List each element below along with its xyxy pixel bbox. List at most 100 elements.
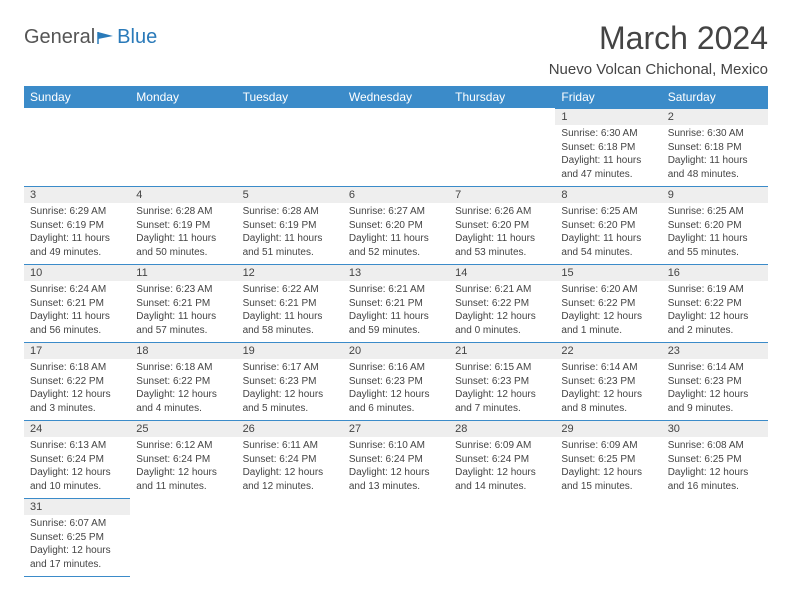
daylight-text: Daylight: 12 hours and 8 minutes. — [561, 388, 655, 415]
daylight-text: Daylight: 11 hours and 50 minutes. — [136, 232, 230, 259]
day-content: Sunrise: 6:20 AMSunset: 6:22 PMDaylight:… — [555, 281, 661, 341]
day-content: Sunrise: 6:11 AMSunset: 6:24 PMDaylight:… — [237, 437, 343, 497]
sunset-text: Sunset: 6:23 PM — [243, 375, 337, 389]
day-number: 27 — [343, 420, 449, 437]
calendar-day-cell: 7Sunrise: 6:26 AMSunset: 6:20 PMDaylight… — [449, 186, 555, 264]
sunrise-text: Sunrise: 6:21 AM — [349, 283, 443, 297]
day-content: Sunrise: 6:07 AMSunset: 6:25 PMDaylight:… — [24, 515, 130, 575]
daylight-text: Daylight: 11 hours and 49 minutes. — [30, 232, 124, 259]
day-content: Sunrise: 6:13 AMSunset: 6:24 PMDaylight:… — [24, 437, 130, 497]
day-number — [24, 108, 130, 112]
sunset-text: Sunset: 6:22 PM — [668, 297, 762, 311]
daylight-text: Daylight: 12 hours and 6 minutes. — [349, 388, 443, 415]
calendar-day-cell: 14Sunrise: 6:21 AMSunset: 6:22 PMDayligh… — [449, 264, 555, 342]
sunrise-text: Sunrise: 6:17 AM — [243, 361, 337, 375]
day-number: 1 — [555, 108, 661, 125]
sunset-text: Sunset: 6:22 PM — [136, 375, 230, 389]
logo-text-blue: Blue — [117, 26, 157, 49]
day-content: Sunrise: 6:25 AMSunset: 6:20 PMDaylight:… — [555, 203, 661, 263]
day-content: Sunrise: 6:30 AMSunset: 6:18 PMDaylight:… — [555, 125, 661, 185]
day-content: Sunrise: 6:29 AMSunset: 6:19 PMDaylight:… — [24, 203, 130, 263]
calendar-day-cell: 17Sunrise: 6:18 AMSunset: 6:22 PMDayligh… — [24, 342, 130, 420]
sunset-text: Sunset: 6:24 PM — [136, 453, 230, 467]
calendar-day-cell — [343, 498, 449, 576]
day-number: 25 — [130, 420, 236, 437]
sunrise-text: Sunrise: 6:29 AM — [30, 205, 124, 219]
calendar-week-row: 31Sunrise: 6:07 AMSunset: 6:25 PMDayligh… — [24, 498, 768, 576]
calendar-day-cell: 18Sunrise: 6:18 AMSunset: 6:22 PMDayligh… — [130, 342, 236, 420]
daylight-text: Daylight: 12 hours and 10 minutes. — [30, 466, 124, 493]
calendar-day-cell: 4Sunrise: 6:28 AMSunset: 6:19 PMDaylight… — [130, 186, 236, 264]
calendar-day-cell: 19Sunrise: 6:17 AMSunset: 6:23 PMDayligh… — [237, 342, 343, 420]
sunset-text: Sunset: 6:24 PM — [455, 453, 549, 467]
sunset-text: Sunset: 6:25 PM — [561, 453, 655, 467]
calendar-day-cell: 15Sunrise: 6:20 AMSunset: 6:22 PMDayligh… — [555, 264, 661, 342]
day-number: 14 — [449, 264, 555, 281]
daylight-text: Daylight: 12 hours and 12 minutes. — [243, 466, 337, 493]
calendar-day-cell: 22Sunrise: 6:14 AMSunset: 6:23 PMDayligh… — [555, 342, 661, 420]
day-number: 5 — [237, 186, 343, 203]
day-number — [449, 108, 555, 112]
calendar-day-cell: 25Sunrise: 6:12 AMSunset: 6:24 PMDayligh… — [130, 420, 236, 498]
sunrise-text: Sunrise: 6:20 AM — [561, 283, 655, 297]
daylight-text: Daylight: 11 hours and 52 minutes. — [349, 232, 443, 259]
day-number: 8 — [555, 186, 661, 203]
calendar-day-cell: 3Sunrise: 6:29 AMSunset: 6:19 PMDaylight… — [24, 186, 130, 264]
sunset-text: Sunset: 6:20 PM — [349, 219, 443, 233]
day-number: 2 — [662, 108, 768, 125]
day-content: Sunrise: 6:08 AMSunset: 6:25 PMDaylight:… — [662, 437, 768, 497]
daylight-text: Daylight: 11 hours and 54 minutes. — [561, 232, 655, 259]
day-content: Sunrise: 6:12 AMSunset: 6:24 PMDaylight:… — [130, 437, 236, 497]
daylight-text: Daylight: 12 hours and 3 minutes. — [30, 388, 124, 415]
day-content: Sunrise: 6:14 AMSunset: 6:23 PMDaylight:… — [555, 359, 661, 419]
day-content: Sunrise: 6:25 AMSunset: 6:20 PMDaylight:… — [662, 203, 768, 263]
sunset-text: Sunset: 6:20 PM — [455, 219, 549, 233]
sunrise-text: Sunrise: 6:10 AM — [349, 439, 443, 453]
daylight-text: Daylight: 12 hours and 15 minutes. — [561, 466, 655, 493]
sunrise-text: Sunrise: 6:07 AM — [30, 517, 124, 531]
calendar-day-cell: 21Sunrise: 6:15 AMSunset: 6:23 PMDayligh… — [449, 342, 555, 420]
calendar-day-cell: 29Sunrise: 6:09 AMSunset: 6:25 PMDayligh… — [555, 420, 661, 498]
calendar-day-cell: 13Sunrise: 6:21 AMSunset: 6:21 PMDayligh… — [343, 264, 449, 342]
daylight-text: Daylight: 12 hours and 5 minutes. — [243, 388, 337, 415]
day-number — [343, 498, 449, 502]
title-block: March 2024 Nuevo Volcan Chichonal, Mexic… — [549, 20, 768, 78]
sunset-text: Sunset: 6:25 PM — [30, 531, 124, 545]
sunset-text: Sunset: 6:23 PM — [561, 375, 655, 389]
sunset-text: Sunset: 6:24 PM — [243, 453, 337, 467]
calendar-day-cell: 23Sunrise: 6:14 AMSunset: 6:23 PMDayligh… — [662, 342, 768, 420]
day-number — [130, 498, 236, 502]
sunset-text: Sunset: 6:19 PM — [30, 219, 124, 233]
day-content: Sunrise: 6:19 AMSunset: 6:22 PMDaylight:… — [662, 281, 768, 341]
day-number: 11 — [130, 264, 236, 281]
sunset-text: Sunset: 6:25 PM — [668, 453, 762, 467]
day-number: 22 — [555, 342, 661, 359]
day-content: Sunrise: 6:28 AMSunset: 6:19 PMDaylight:… — [237, 203, 343, 263]
sunrise-text: Sunrise: 6:25 AM — [668, 205, 762, 219]
day-number: 3 — [24, 186, 130, 203]
day-header: Monday — [130, 86, 236, 108]
day-number: 26 — [237, 420, 343, 437]
day-header: Wednesday — [343, 86, 449, 108]
sunrise-text: Sunrise: 6:18 AM — [30, 361, 124, 375]
calendar-day-cell — [343, 108, 449, 186]
day-content: Sunrise: 6:17 AMSunset: 6:23 PMDaylight:… — [237, 359, 343, 419]
calendar-day-cell — [24, 108, 130, 186]
sunrise-text: Sunrise: 6:19 AM — [668, 283, 762, 297]
day-number: 15 — [555, 264, 661, 281]
sunset-text: Sunset: 6:24 PM — [30, 453, 124, 467]
sunrise-text: Sunrise: 6:09 AM — [561, 439, 655, 453]
sunrise-text: Sunrise: 6:27 AM — [349, 205, 443, 219]
header: General Blue March 2024 Nuevo Volcan Chi… — [24, 20, 768, 78]
sunset-text: Sunset: 6:23 PM — [349, 375, 443, 389]
day-header-row: Sunday Monday Tuesday Wednesday Thursday… — [24, 86, 768, 108]
sunrise-text: Sunrise: 6:15 AM — [455, 361, 549, 375]
day-content: Sunrise: 6:21 AMSunset: 6:21 PMDaylight:… — [343, 281, 449, 341]
day-content: Sunrise: 6:28 AMSunset: 6:19 PMDaylight:… — [130, 203, 236, 263]
day-content: Sunrise: 6:14 AMSunset: 6:23 PMDaylight:… — [662, 359, 768, 419]
day-content: Sunrise: 6:24 AMSunset: 6:21 PMDaylight:… — [24, 281, 130, 341]
day-content: Sunrise: 6:18 AMSunset: 6:22 PMDaylight:… — [130, 359, 236, 419]
daylight-text: Daylight: 12 hours and 14 minutes. — [455, 466, 549, 493]
sunrise-text: Sunrise: 6:13 AM — [30, 439, 124, 453]
sunrise-text: Sunrise: 6:30 AM — [668, 127, 762, 141]
